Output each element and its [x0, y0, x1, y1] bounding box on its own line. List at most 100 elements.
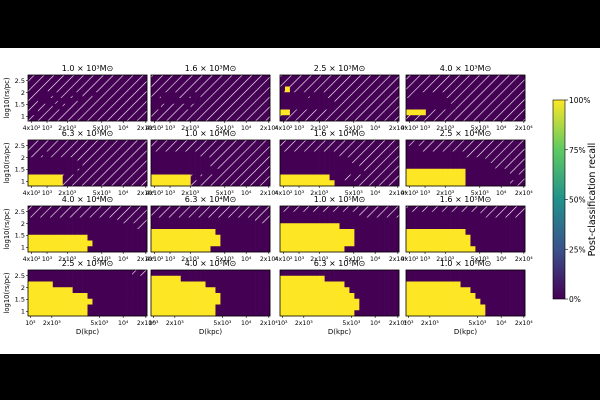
heatmap-cell [465, 246, 471, 253]
heatmap-cell [72, 140, 78, 147]
heatmap-cell [155, 293, 162, 300]
heatmap-cell [255, 281, 261, 288]
heatmap-cell [97, 223, 103, 230]
heatmap-cell [127, 103, 133, 110]
heatmap-cell [294, 229, 301, 236]
heatmap-cell [510, 80, 516, 87]
heatmap-cell [245, 223, 251, 230]
heatmap-cell [52, 151, 59, 158]
heatmap-cell [107, 80, 113, 87]
heatmap-cell [225, 168, 231, 175]
heatmap-cell [394, 293, 400, 300]
heatmap-cell [57, 75, 64, 82]
heatmap-cell [455, 168, 461, 175]
x-tick-label: 5x10³ [93, 190, 111, 197]
heatmap-cell [160, 98, 167, 105]
heatmap-cell [240, 246, 246, 253]
heatmap-cell [155, 174, 162, 181]
heatmap-cell [122, 151, 128, 158]
heatmap-cell [495, 163, 501, 170]
heatmap-cell [314, 103, 320, 110]
heatmap-cell [87, 281, 93, 288]
heatmap-cell [314, 140, 320, 147]
heatmap-cell [329, 103, 335, 110]
heatmap-cell [117, 293, 123, 300]
heatmap-cell [250, 151, 256, 158]
heatmap-cell [410, 217, 417, 224]
heatmap-cell [82, 217, 88, 224]
heatmap-cell [435, 246, 442, 253]
y-tick-label: 2 [21, 89, 25, 97]
heatmap-cell [151, 270, 157, 277]
heatmap-cell [384, 98, 390, 105]
heatmap-cell [425, 174, 432, 181]
heatmap-cell [485, 234, 491, 241]
heatmap-cell [195, 92, 201, 99]
heatmap-cell [394, 270, 400, 277]
heatmap-cell [42, 98, 49, 105]
heatmap-cell [354, 229, 360, 236]
heatmap-cell [309, 140, 316, 147]
y-tick-label: 2.5 [15, 272, 25, 280]
heatmap-cell [72, 275, 78, 282]
heatmap-cell [230, 80, 236, 87]
heatmap-cell [505, 270, 511, 277]
heatmap-cell [500, 229, 506, 236]
heatmap-cell [480, 234, 486, 241]
heatmap-cell [369, 75, 375, 82]
heatmap-cell [359, 151, 365, 158]
heatmap-cell [122, 168, 128, 175]
heatmap-cell [475, 310, 481, 317]
panel-9: 4.0 × 10⁴M⊙4x10² 10³ 2x10³ 5x10³ 10⁴ 2x10⁴2.5… [3, 195, 155, 263]
heatmap-cell [175, 304, 182, 311]
heatmap-cell [107, 115, 113, 122]
heatmap-cell [294, 270, 301, 277]
heatmap-cell [435, 145, 442, 152]
heatmap-cell [72, 240, 78, 247]
heatmap-cell [230, 217, 236, 224]
heatmap-cell [32, 304, 39, 311]
heatmap-cell [505, 145, 511, 152]
heatmap-cell [294, 211, 301, 218]
heatmap-cell [420, 174, 427, 181]
heatmap-cell [155, 168, 162, 175]
heatmap-cell [284, 80, 291, 87]
heatmap-cell [319, 103, 325, 110]
heatmap-cell [160, 281, 167, 288]
heatmap-cell [185, 270, 191, 277]
heatmap-cell [349, 246, 355, 253]
heatmap-cell [406, 246, 412, 253]
heatmap-cell [230, 86, 236, 93]
heatmap-cell [185, 109, 191, 116]
heatmap-cell [374, 103, 380, 110]
heatmap-cell [250, 275, 256, 282]
heatmap-cell [137, 98, 143, 105]
heatmap-cell [314, 92, 320, 99]
heatmap-cell [280, 157, 286, 164]
heatmap-cell [394, 229, 400, 236]
heatmap-cell [185, 163, 191, 170]
heatmap-cell [250, 229, 256, 236]
heatmap-cell [250, 75, 256, 82]
heatmap-cell [475, 234, 481, 241]
x-tick-label: 2x10³ [310, 190, 328, 197]
heatmap-cell [160, 223, 167, 230]
heatmap-cell [170, 234, 177, 241]
heatmap-cell [359, 211, 365, 218]
heatmap-cell [42, 109, 49, 116]
x-tick-label: 10³ [294, 125, 305, 132]
heatmap-cell [122, 180, 128, 187]
heatmap-cell [520, 145, 526, 152]
heatmap-cell [304, 109, 311, 116]
heatmap-cell [374, 157, 380, 164]
heatmap-cell [334, 163, 340, 170]
heatmap-cell [334, 98, 340, 105]
heatmap-cell [57, 270, 64, 277]
heatmap-cell [37, 246, 44, 253]
x-tick-label: 2x10³ [58, 125, 76, 132]
heatmap-cell [102, 206, 108, 213]
heatmap-cell [180, 304, 187, 311]
panel-title: 1.6 × 10⁵M⊙ [440, 195, 492, 204]
heatmap-cell [230, 304, 236, 311]
heatmap-cell [132, 275, 138, 282]
